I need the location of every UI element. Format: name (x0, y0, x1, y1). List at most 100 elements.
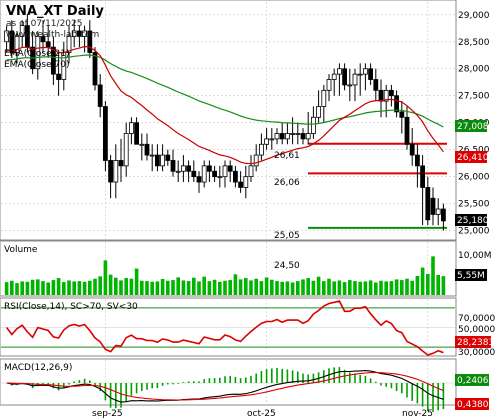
volume-bar (36, 279, 40, 295)
volume-bar (384, 281, 388, 295)
candle-body (435, 208, 441, 215)
candle-body (139, 143, 145, 146)
candle-body (227, 165, 233, 172)
volume-bar (358, 281, 362, 295)
volume-bar (415, 276, 420, 295)
candle-body (128, 122, 134, 134)
volume-bar (368, 280, 373, 295)
candle-body (77, 30, 82, 37)
ema70-line (6, 54, 444, 128)
candle-body (310, 116, 316, 134)
volume-bar (30, 279, 35, 295)
candle-body (414, 154, 420, 167)
volume-badge-bg (455, 269, 487, 281)
volume-bar (280, 281, 284, 295)
volume-bar (259, 281, 264, 295)
volume-bar (171, 280, 175, 295)
volume-bar (176, 277, 180, 295)
volume-bar (103, 260, 108, 295)
ema70-legend: EMA(Close,70) (4, 60, 69, 70)
volume-bar (186, 281, 191, 295)
candle-body (160, 154, 166, 167)
candle-body (264, 138, 270, 145)
ema70-badge: 27,008 (457, 122, 489, 132)
candle-body (165, 154, 171, 161)
candle-body (149, 154, 155, 157)
volume-bar (311, 280, 316, 295)
volume-bar (150, 281, 154, 295)
volume-bar (62, 282, 66, 295)
candle-body (134, 122, 140, 145)
price-tick-label: 28,000 (458, 65, 490, 75)
candle-body (378, 89, 384, 102)
volume-bar (363, 281, 368, 295)
ema21-legend: EMA(Close,21) (4, 49, 69, 59)
candle-body (92, 52, 98, 86)
candle-body (232, 170, 238, 183)
candle-body (352, 73, 358, 86)
volume-bar (56, 278, 61, 295)
rsi-tick-50: 50,0000 (458, 325, 495, 335)
candle-body (258, 143, 264, 156)
candle-body (253, 154, 259, 167)
candle-body (217, 176, 223, 179)
rsi-tick-30: 30,0000 (458, 348, 495, 358)
as-of-date: as of 07/11/2025 (6, 19, 82, 29)
close-badge-bg (455, 214, 487, 226)
candle-body (82, 30, 87, 37)
volume-bar (223, 280, 227, 295)
volume-bar (405, 278, 409, 295)
level-label-2: 26,06 (274, 178, 300, 188)
volume-bar (166, 280, 170, 295)
volume-bar (160, 279, 165, 295)
candle-body (113, 160, 119, 183)
rsi-badge: 28,2383 (457, 338, 494, 348)
volume-bar (155, 281, 160, 295)
candle-body (362, 68, 368, 75)
volume-bar (285, 281, 290, 295)
volume-bar (72, 281, 76, 295)
volume-bar (233, 274, 238, 295)
candle-body (321, 89, 327, 107)
candle-body (175, 170, 181, 173)
volume-bar (41, 281, 45, 295)
candle-body (425, 187, 431, 221)
volume-bar (197, 281, 201, 295)
price-tick-label: 28,500 (458, 38, 490, 48)
volume-bar (306, 278, 310, 295)
x-label-oct: oct-25 (247, 409, 276, 419)
candle-body (347, 84, 353, 87)
volume-bar (254, 278, 258, 295)
candle-body (409, 143, 415, 156)
candle-body (196, 176, 202, 183)
candle-body (180, 165, 186, 172)
volume-bar (134, 268, 139, 295)
volume-bar (20, 281, 24, 295)
candle-body (123, 133, 129, 167)
candle-body (66, 35, 72, 53)
ema21-badge: 26,410 (457, 153, 489, 163)
macd-badge-bg (455, 398, 489, 410)
volume-bar (348, 280, 352, 295)
candle-body (14, 35, 20, 53)
price-tick-label: 25,000 (458, 227, 490, 237)
volume-bar (82, 281, 87, 295)
volume-bar (46, 282, 50, 295)
volume-bar (332, 281, 336, 295)
volume-bar (15, 283, 19, 295)
volume-bar (238, 279, 243, 295)
candle-body (19, 25, 25, 37)
volume-bar (379, 280, 383, 295)
volume-bar (218, 281, 222, 295)
volume-bar (98, 276, 102, 295)
volume-bar (249, 280, 253, 295)
candle-body (4, 30, 9, 43)
volume-bar (410, 280, 414, 295)
candle-body (97, 84, 103, 107)
candle-body (368, 68, 374, 80)
volume-bar (420, 267, 425, 295)
volume-bar (207, 281, 212, 295)
volume-bar (316, 276, 321, 295)
candle-body (45, 41, 51, 48)
